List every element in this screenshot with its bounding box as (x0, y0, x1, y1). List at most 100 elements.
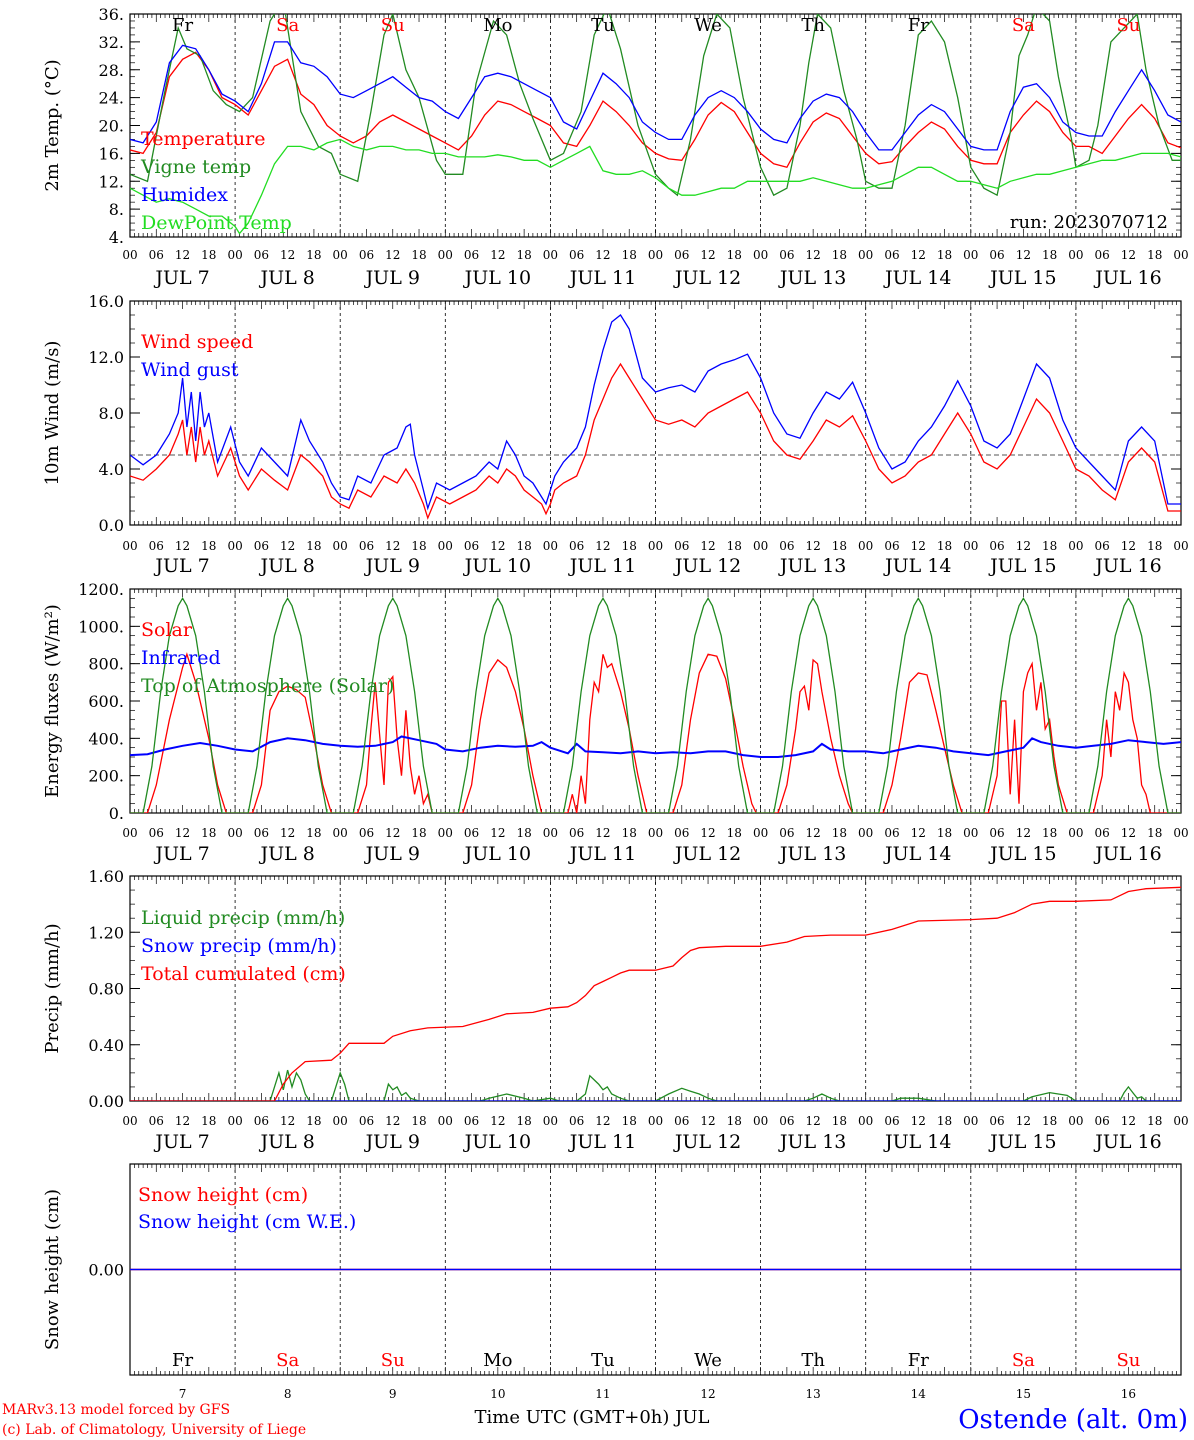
hour-tick-label: 12 (1016, 539, 1031, 553)
hour-tick-label: 00 (227, 539, 242, 553)
y-tick-label: 8. (109, 200, 124, 219)
day-abbr-bottom: Fr (908, 1350, 929, 1371)
hour-tick-label: 00 (333, 539, 348, 553)
date-label: JUL 15 (988, 267, 1056, 289)
day-number: 9 (389, 1387, 397, 1401)
date-label: JUL 13 (778, 555, 846, 577)
y-tick-label: 400. (88, 729, 124, 748)
hour-tick-label: 06 (254, 826, 269, 840)
y-tick-label: 0. (109, 804, 124, 823)
legend-entry: Solar (141, 619, 193, 641)
y-tick-label: 1000. (78, 617, 124, 636)
x-axis-title: Time UTC (GMT+0h) JUL (475, 1407, 710, 1428)
hour-tick-label: 06 (464, 539, 479, 553)
hour-tick-label: 06 (569, 248, 584, 262)
hour-tick-label: 00 (1173, 248, 1188, 262)
hour-tick-label: 18 (622, 1114, 637, 1128)
hour-tick-label: 06 (884, 539, 899, 553)
hour-tick-label: 18 (411, 248, 426, 262)
day-number: 8 (284, 1387, 292, 1401)
date-label: JUL 14 (883, 843, 951, 865)
date-label: JUL 8 (258, 1131, 314, 1153)
hour-tick-label: 18 (516, 539, 531, 553)
hour-tick-label: 06 (674, 826, 689, 840)
hour-tick-label: 18 (622, 826, 637, 840)
hour-tick-label: 18 (1042, 826, 1057, 840)
legend-entry: Wind speed (141, 331, 253, 353)
y-tick-label: 12. (99, 172, 124, 191)
hour-tick-label: 06 (149, 826, 164, 840)
hour-tick-label: 00 (122, 248, 137, 262)
hour-tick-label: 00 (333, 1114, 348, 1128)
hour-tick-label: 12 (385, 826, 400, 840)
day-abbr-top: Su (1116, 15, 1140, 36)
hour-tick-label: 18 (727, 248, 742, 262)
hour-tick-label: 06 (569, 1114, 584, 1128)
hour-tick-label: 00 (753, 1114, 768, 1128)
hour-tick-label: 12 (700, 1114, 715, 1128)
hour-tick-label: 00 (963, 539, 978, 553)
hour-tick-label: 06 (359, 248, 374, 262)
day-abbr-top: We (694, 15, 722, 36)
hour-tick-label: 00 (963, 248, 978, 262)
hour-tick-label: 12 (490, 248, 505, 262)
hour-tick-label: 06 (359, 826, 374, 840)
hour-tick-label: 12 (280, 248, 295, 262)
y-axis-title: 10m Wind (m/s) (42, 341, 63, 486)
date-label: JUL 11 (568, 1131, 636, 1153)
hour-tick-label: 12 (911, 248, 926, 262)
hour-tick-label: 12 (911, 539, 926, 553)
hour-tick-label: 18 (201, 539, 216, 553)
y-tick-label: 16.0 (88, 292, 124, 311)
hour-tick-label: 12 (806, 826, 821, 840)
date-label: JUL 11 (568, 843, 636, 865)
hour-tick-label: 18 (411, 826, 426, 840)
hour-tick-label: 06 (1095, 248, 1110, 262)
hour-tick-label: 06 (884, 248, 899, 262)
date-label: JUL 10 (463, 1131, 531, 1153)
hour-tick-label: 00 (1173, 826, 1188, 840)
hour-tick-label: 06 (884, 1114, 899, 1128)
hour-tick-label: 18 (1147, 1114, 1162, 1128)
hour-tick-label: 12 (1121, 248, 1136, 262)
date-label: JUL 12 (673, 843, 741, 865)
y-tick-label: 0.80 (88, 980, 124, 999)
hour-tick-label: 12 (1016, 248, 1031, 262)
legend-entry: Top of Atmosphere (Solar) (141, 675, 394, 697)
hour-tick-label: 00 (333, 248, 348, 262)
hour-tick-label: 12 (595, 1114, 610, 1128)
hour-tick-label: 18 (832, 1114, 847, 1128)
panel-5: 0.00 Snow height (cm) Snow height (cm) Snow… (42, 1163, 1182, 1401)
hour-tick-label: 00 (543, 539, 558, 553)
date-label: JUL 16 (1093, 843, 1161, 865)
hour-tick-label: 00 (438, 1114, 453, 1128)
run-label: run: 2023070712 (1010, 212, 1168, 233)
y-tick-label: 24. (99, 89, 124, 108)
hour-tick-label: 12 (595, 539, 610, 553)
credit-line-1: MARv3.13 model forced by GFS (2, 1402, 230, 1418)
legend-entry: Total cumulated (cm) (141, 963, 346, 985)
date-label: JUL 16 (1093, 267, 1161, 289)
hour-tick-label: 12 (175, 248, 190, 262)
hour-tick-label: 12 (385, 1114, 400, 1128)
panels-layer: 4. 8. 12. 16. 20. 24. 28. 32. 36. 2m Temp. (°C) Te… (42, 5, 1189, 1401)
plot-frame (129, 300, 1182, 526)
hour-tick-label: 00 (963, 826, 978, 840)
hour-tick-label: 06 (464, 248, 479, 262)
hour-tick-label: 06 (254, 248, 269, 262)
day-abbr-bottom: Su (1116, 1350, 1140, 1371)
hour-tick-label: 18 (306, 539, 321, 553)
hour-tick-label: 00 (543, 826, 558, 840)
hour-tick-label: 00 (227, 1114, 242, 1128)
day-abbr-top: Mo (483, 15, 512, 36)
hour-tick-label: 00 (1173, 1114, 1188, 1128)
hour-tick-label: 06 (149, 248, 164, 262)
hour-tick-label: 06 (464, 826, 479, 840)
hour-tick-label: 18 (1042, 248, 1057, 262)
y-tick-label: 4.0 (99, 460, 124, 479)
day-abbr-top: Th (801, 15, 825, 36)
y-tick-label: 16. (99, 144, 124, 163)
hour-tick-label: 00 (333, 826, 348, 840)
hour-tick-label: 06 (149, 1114, 164, 1128)
day-abbr-bottom: We (694, 1350, 722, 1371)
